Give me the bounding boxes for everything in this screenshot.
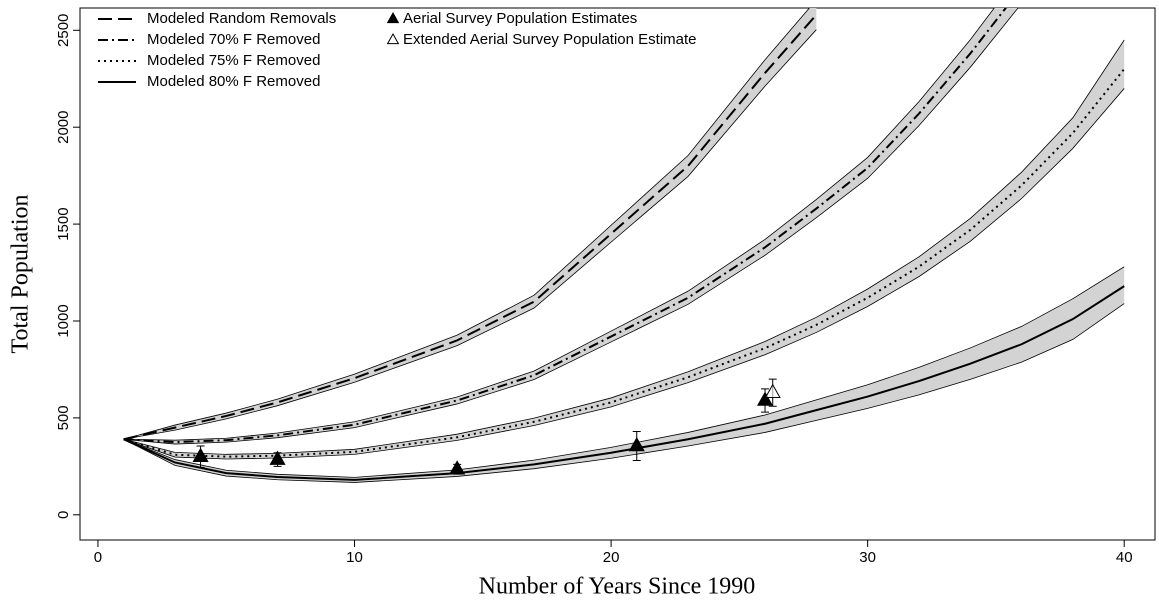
- confidence-band: [123, 39, 1125, 459]
- y-tick-label: 1500: [55, 207, 72, 240]
- band-edge: [123, 303, 1125, 483]
- plot-area: [123, 8, 1125, 483]
- x-tick-label: 20: [603, 549, 620, 566]
- band-edge: [123, 88, 1125, 460]
- survey-point: [192, 447, 209, 462]
- series-line: [123, 14, 818, 441]
- legend-label: Modeled 80% F Removed: [147, 73, 320, 90]
- band-edge: [123, 29, 817, 440]
- x-tick-label: 40: [1116, 549, 1133, 566]
- legend-marker: [386, 32, 400, 45]
- legend-marker: [386, 11, 400, 24]
- legend-label: Aerial Survey Population Estimates: [403, 10, 637, 27]
- survey-point: [449, 460, 466, 475]
- legend-label: Extended Aerial Survey Population Estima…: [403, 31, 697, 48]
- confidence-band: [123, 266, 1125, 483]
- band-edge: [123, 266, 1125, 478]
- band-edge: [123, 39, 1125, 455]
- x-axis-title: Number of Years Since 1990: [479, 574, 756, 600]
- legend-label: Modeled Random Removals: [147, 10, 336, 27]
- y-tick-label: 500: [55, 405, 72, 430]
- band-edge: [123, 8, 1019, 445]
- survey-point: [628, 436, 645, 452]
- survey-point: [756, 391, 774, 406]
- y-tick-label: 1000: [55, 304, 72, 337]
- y-tick-label: 2500: [55, 14, 72, 47]
- y-tick-label: 0: [55, 511, 72, 519]
- series-line: [123, 285, 1125, 481]
- plot-frame: [79, 7, 1156, 541]
- survey-point: [764, 383, 781, 399]
- series-line: [123, 68, 1125, 458]
- legend-label: Modeled 70% F Removed: [147, 31, 320, 48]
- survey-point: [269, 450, 286, 465]
- band-edge: [123, 8, 810, 440]
- x-tick-label: 0: [94, 549, 102, 566]
- y-axis-title: Total Population: [8, 195, 34, 354]
- legend-label: Modeled 75% F Removed: [147, 52, 320, 69]
- x-tick-label: 10: [346, 549, 363, 566]
- band-edge: [123, 8, 995, 441]
- x-tick-label: 30: [859, 549, 876, 566]
- y-tick-label: 2000: [55, 111, 72, 144]
- confidence-band: [123, 8, 1019, 445]
- series-line: [123, 8, 1008, 444]
